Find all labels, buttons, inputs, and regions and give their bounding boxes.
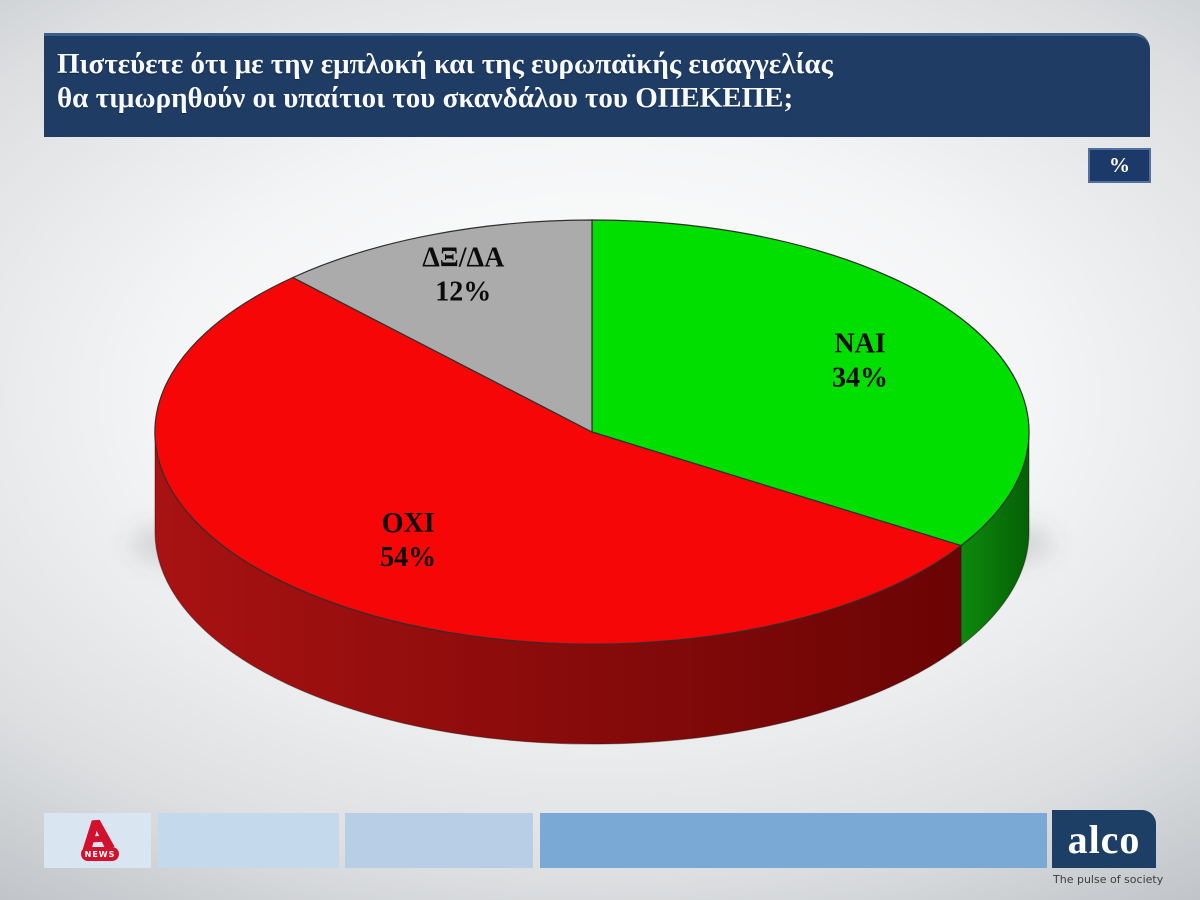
question-banner: Πιστεύετε ότι με την εμπλοκή και της ευρ… bbox=[44, 33, 1150, 137]
pie-label-ΝΑΙ: ΝΑΙ 34% bbox=[832, 329, 888, 394]
question-line-1: Πιστεύετε ότι με την εμπλοκή και της ευρ… bbox=[57, 48, 833, 80]
question-line-2: θα τιμωρηθούν οι υπαίτιοι του σκανδάλου … bbox=[57, 82, 794, 114]
alco-logo: alco bbox=[1052, 810, 1156, 868]
footer-bar-3 bbox=[345, 813, 533, 868]
alco-name: alco bbox=[1067, 816, 1141, 862]
pie-slice-ΝΑΙ bbox=[591, 219, 1030, 547]
news-label: NEWS bbox=[85, 850, 116, 859]
alpha-a-icon bbox=[91, 819, 115, 848]
pie-slice-ΔΞ/ΔΑ bbox=[291, 219, 593, 433]
alpha-news-logo: NEWS bbox=[81, 819, 119, 861]
alpha-a-icon bbox=[85, 835, 109, 843]
pie-label-ΟΧΙ: ΟΧΙ 54% bbox=[380, 508, 436, 573]
percent-unit-badge: % bbox=[1088, 148, 1151, 183]
footer-bar-4 bbox=[540, 813, 1047, 868]
news-pill bbox=[81, 847, 119, 861]
pie-slice-ΟΧΙ bbox=[154, 276, 963, 645]
pie-label-ΔΞ/ΔΑ: ΔΞ/ΔΑ 12% bbox=[422, 242, 505, 307]
alco-tagline: The pulse of society bbox=[1053, 873, 1164, 886]
footer-bar-2 bbox=[158, 813, 339, 868]
